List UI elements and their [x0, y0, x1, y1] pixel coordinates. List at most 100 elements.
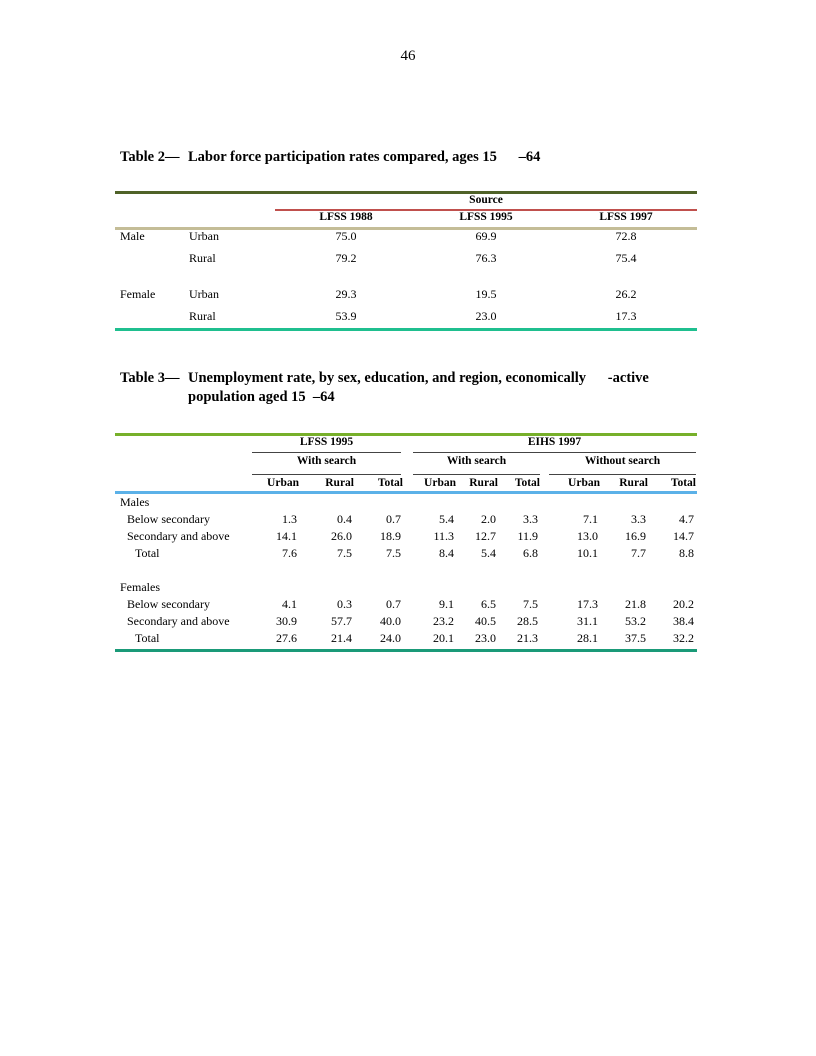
table-2-cell-value: 29.3 [335, 287, 357, 301]
table-3-caption: Table 3— Unemployment rate, by sex, educa… [120, 370, 649, 405]
table-3-cell-value: 5.4 [439, 512, 454, 526]
table-3-caption-line2: population aged 15 –64 [188, 389, 335, 405]
page-number: 46 [400, 48, 416, 64]
table-3-cell-value: 4.1 [282, 597, 297, 611]
table-2-column-header: LFSS 1988 [319, 211, 373, 223]
table-3-cell-value: 37.5 [625, 631, 646, 645]
table-3-cell-value: 7.5 [337, 546, 352, 560]
table-3-cell-value: 18.9 [380, 529, 401, 543]
table-3-cell-value: 21.8 [625, 597, 646, 611]
table-3-cell-value: 9.1 [439, 597, 454, 611]
table-3-subcolumn-header: Rural [619, 477, 648, 489]
table-2-cell-value: 72.8 [615, 229, 637, 243]
table-3-cell-value: 3.3 [523, 512, 538, 526]
table-3-survey-rule [413, 452, 696, 453]
table-3-cell-value: 6.5 [481, 597, 496, 611]
table-2-row-area: Rural [189, 309, 216, 323]
table-3-cell-value: 0.7 [386, 512, 401, 526]
table-3-group-header: With search [446, 455, 507, 467]
table-3-cell-value: 16.9 [625, 529, 646, 543]
table-3-subcolumn-header: Total [514, 477, 540, 489]
table-2-row-sex: Female [120, 287, 156, 301]
table-3-cell-value: 40.5 [475, 614, 496, 628]
table-3-survey-header: EIHS 1997 [527, 436, 582, 448]
table-3-cell-value: 0.4 [337, 512, 352, 526]
table-3-cell-value: 28.5 [517, 614, 538, 628]
table-3-cell-value: 1.3 [282, 512, 297, 526]
table-3-subcolumn-header: Urban [568, 477, 600, 489]
table-3-group-rule [252, 474, 401, 475]
table-3-subcolumn-header: Total [670, 477, 696, 489]
table-3-cell-value: 12.7 [475, 529, 496, 543]
table-3-survey-header: LFSS 1995 [299, 436, 354, 448]
table-3-cell-value: 28.1 [577, 631, 598, 645]
table-3-subcolumn-header: Total [377, 477, 403, 489]
table-2-cell-value: 26.2 [615, 287, 637, 301]
table-2-cell-value: 79.2 [335, 251, 357, 265]
table-3-section-title: Males [120, 495, 150, 509]
table-3-cell-value: 21.3 [517, 631, 538, 645]
table-3-cell-value: 14.7 [673, 529, 694, 543]
table-3-row-label: Secondary and above [127, 529, 230, 543]
table-3-cell-value: 7.6 [282, 546, 297, 560]
table-3-bottom-rule [115, 649, 697, 652]
table-3-cell-value: 40.0 [380, 614, 401, 628]
table-3-section-title: Females [120, 580, 160, 594]
table-3-cell-value: 8.4 [439, 546, 454, 560]
table-2-row-area: Rural [189, 251, 216, 265]
table-2-caption-prefix: Table 2— [120, 149, 180, 165]
table-2-header-rule [115, 227, 697, 230]
table-3-row-label: Below secondary [127, 512, 210, 526]
table-3-cell-value: 23.2 [433, 614, 454, 628]
table-3-top-rule [115, 433, 697, 436]
table-3-cell-value: 3.3 [631, 512, 646, 526]
table-3-cell-value: 53.2 [625, 614, 646, 628]
table-3-cell-value: 0.3 [337, 597, 352, 611]
table-2-top-rule [115, 191, 697, 194]
table-3-cell-value: 30.9 [276, 614, 297, 628]
table-2-cell-value: 75.0 [335, 229, 357, 243]
table-3-cell-value: 11.3 [433, 529, 454, 543]
table-3-group-header: With search [296, 455, 357, 467]
table-3-row-label: Below secondary [127, 597, 210, 611]
table-2-cell-value: 17.3 [615, 309, 637, 323]
table-2-caption-text: Labor force participation rates compared… [188, 149, 541, 165]
table-2-bottom-rule [115, 328, 697, 331]
table-3-cell-value: 14.1 [276, 529, 297, 543]
table-3-cell-value: 5.4 [481, 546, 496, 560]
table-3-group-rule [413, 474, 540, 475]
table-2-source-header: Source [469, 194, 503, 206]
table-2-cell-value: 19.5 [475, 287, 497, 301]
table-3-row-label: Secondary and above [127, 614, 230, 628]
table-3-cell-value: 8.8 [679, 546, 694, 560]
table-3-cell-value: 20.1 [433, 631, 454, 645]
table-3-cell-value: 7.7 [631, 546, 646, 560]
table-2-cell-value: 53.9 [335, 309, 357, 323]
table-3-cell-value: 23.0 [475, 631, 496, 645]
table-3-cell-value: 26.0 [331, 529, 352, 543]
table-3-cell-value: 13.0 [577, 529, 598, 543]
table-2-cell-value: 69.9 [475, 229, 497, 243]
table-2-source-rule [275, 209, 697, 211]
table-3-group-rule [549, 474, 696, 475]
table-3-cell-value: 7.5 [523, 597, 538, 611]
table-3-caption-line1: Unemployment rate, by sex, education, an… [188, 370, 649, 386]
table-2-cell-value: 23.0 [475, 309, 497, 323]
table-3-subcolumn-header: Rural [469, 477, 498, 489]
table-3-subcolumn-header: Urban [424, 477, 456, 489]
table-3-cell-value: 11.9 [517, 529, 538, 543]
table-3-cell-value: 24.0 [380, 631, 401, 645]
table-3-subcolumn-header: Rural [325, 477, 354, 489]
table-2-column-header: LFSS 1995 [459, 211, 513, 223]
table-3-cell-value: 27.6 [276, 631, 297, 645]
table-2-caption: Table 2— Labor force participation rates … [120, 149, 540, 166]
table-3-cell-value: 6.8 [523, 546, 538, 560]
table-3-cell-value: 4.7 [679, 512, 694, 526]
table-3-cell-value: 31.1 [577, 614, 598, 628]
table-3-cell-value: 7.5 [386, 546, 401, 560]
table-3-cell-value: 32.2 [673, 631, 694, 645]
table-3-cell-value: 17.3 [577, 597, 598, 611]
table-3-survey-rule [252, 452, 401, 453]
table-2-row-sex: Male [120, 229, 145, 243]
table-2-column-header: LFSS 1997 [599, 211, 653, 223]
